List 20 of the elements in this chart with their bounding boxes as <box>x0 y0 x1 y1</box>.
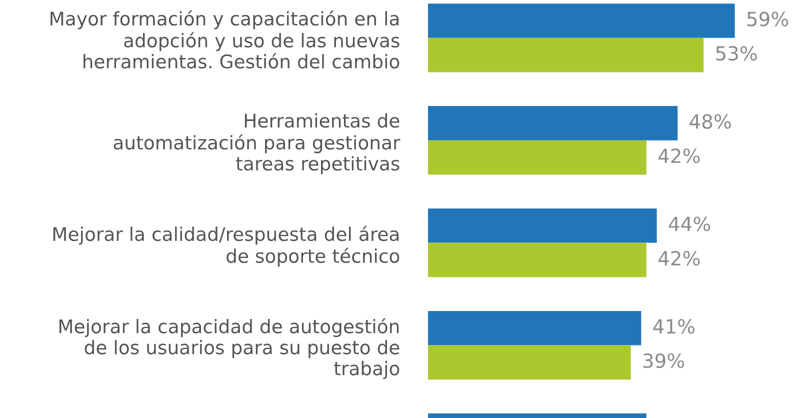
y-tick-label: Mejorar la calidad/respuesta del área de soporte técnico <box>53 226 400 267</box>
bar <box>428 140 646 175</box>
data-label: 39% <box>643 353 684 368</box>
bar <box>428 4 735 38</box>
y-tick-label: Herramientas de automatización para gestionar tareas repetitivas <box>114 113 400 174</box>
bar <box>428 38 704 72</box>
data-label: 59% <box>747 12 788 26</box>
bar <box>428 106 678 140</box>
data-label: 42% <box>658 250 700 266</box>
y-tick-label: Mayor formación y capacitación en la adopción y uso de las nuevas herramientas. Gestión del cambio <box>50 10 400 69</box>
data-label: 44% <box>668 216 710 232</box>
data-label: 41% <box>653 319 694 334</box>
y-tick-label: Mejorar la capacidad de autogestión de los usuarios para su puesto de trabajo <box>59 318 400 380</box>
bar <box>428 208 657 243</box>
data-label: 48% <box>690 114 731 129</box>
data-label: 42% <box>658 148 700 164</box>
bar <box>428 310 642 346</box>
bar <box>428 345 631 380</box>
data-label: 53% <box>716 46 757 61</box>
bar <box>428 242 646 278</box>
